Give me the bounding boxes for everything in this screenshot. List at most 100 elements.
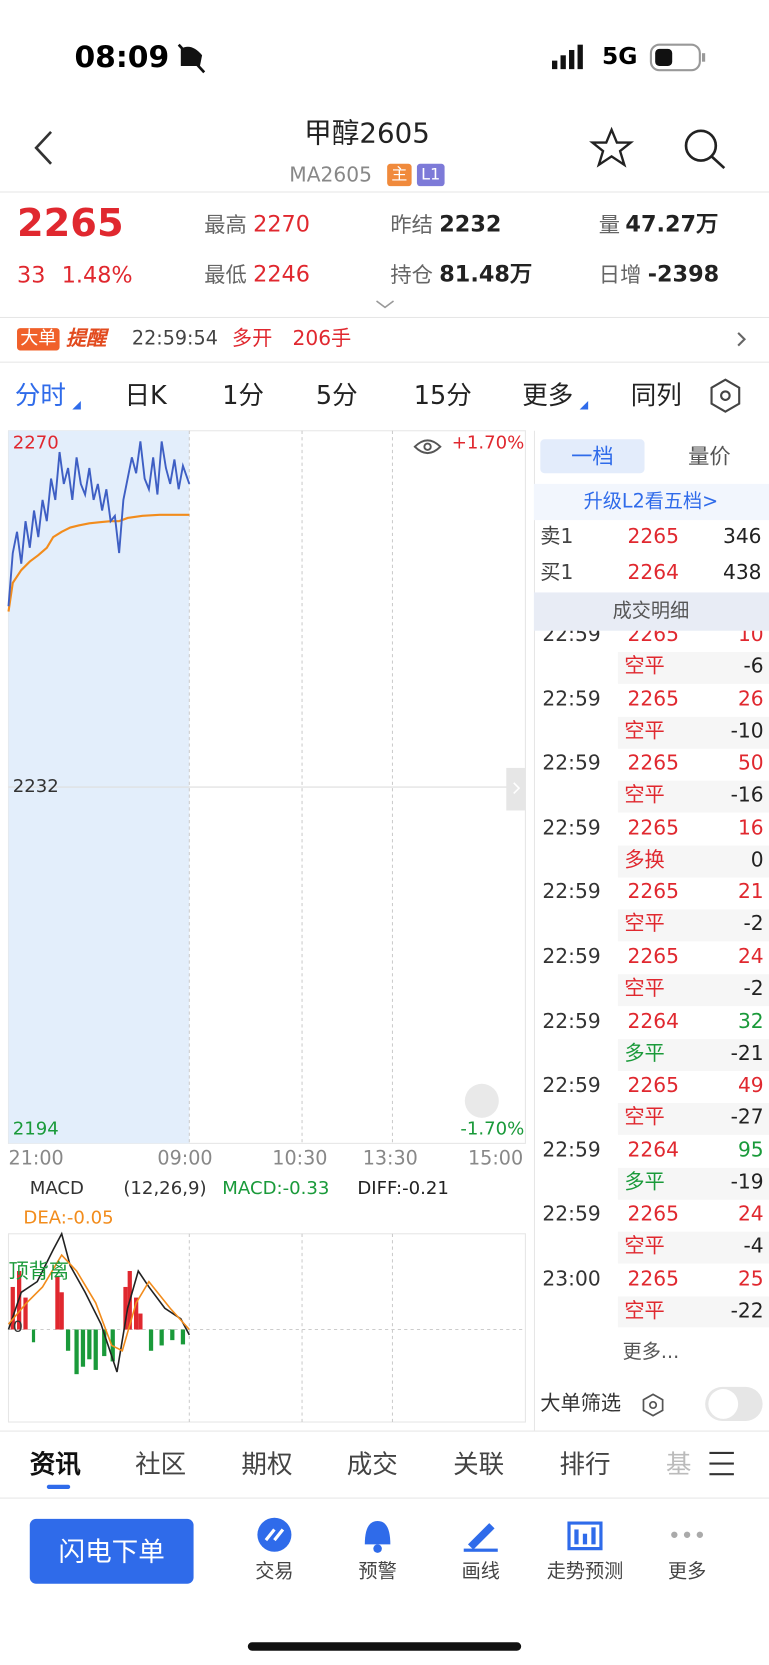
trade-volume: 95 [737,1138,764,1162]
trade-type: 空平 [624,976,665,1001]
title: 甲醇2605 [304,118,430,150]
field-value: 47.27万 [625,211,719,237]
field-label: 昨结 [390,211,433,238]
trade-price: 2265 [627,880,679,904]
trade-price: 2265 [627,687,679,711]
alert-action: 多开 [231,327,273,351]
trade-type: 空平 [624,1299,665,1323]
trade-volume: 32 [737,1009,764,1033]
trade-volume: 21 [737,880,764,904]
chart-tab[interactable]: 15分 [413,380,472,411]
pct-high: +1.70% [451,432,525,454]
trade-oi: -4 [743,1234,764,1259]
chart-tab[interactable]: 日K [124,380,167,411]
book-side: 卖1 [540,524,574,549]
trade-time: 22:59 [542,1202,601,1227]
tab-caret [72,400,81,410]
trade-row-bg [617,1167,769,1200]
field-value: 81.48万 [439,261,533,287]
order-button-label[interactable]: 闪电下单 [58,1536,165,1568]
trade-row-bg [617,1038,769,1071]
price-mid: 2232 [12,775,59,798]
bottom-tab[interactable]: 资讯 [29,1449,81,1480]
chart-tab[interactable]: 更多 [522,380,574,411]
toolbar-item[interactable]: 画线 [461,1560,500,1583]
settings-icon[interactable] [710,378,741,413]
field-label: 量 [598,211,621,238]
upgrade-bg [533,483,769,521]
alert-arrow[interactable] [737,332,747,347]
filter-icon[interactable] [642,1393,664,1417]
bottom-tab[interactable]: 关联 [453,1449,505,1480]
trade-row-bg [617,1232,769,1264]
trade-type: 空平 [624,1234,665,1259]
divider [0,1497,769,1499]
order-button[interactable] [29,1518,194,1584]
trade-price: 2265 [627,1202,679,1227]
price-low: 2194 [12,1118,59,1140]
more-link[interactable]: 更多... [622,1341,680,1364]
code: MA2605 [289,163,372,187]
badge: 主 [387,163,412,187]
bottom-tab[interactable]: 成交 [346,1449,398,1480]
trade-price: 2265 [627,1267,679,1291]
trade-time: 22:59 [542,816,601,840]
trade-oi: -2 [743,976,764,1001]
bottom-tab[interactable]: 基 [665,1449,692,1480]
field-value: 2232 [439,211,502,237]
star-icon[interactable] [589,126,635,168]
field-label: 日增 [598,261,642,288]
trade-price: 2265 [627,630,679,647]
trade-time: 22:59 [542,880,601,904]
trade-oi: -21 [730,1041,764,1065]
trade-row-bg [617,909,769,942]
trade-volume: 24 [737,945,764,969]
indicator-params: (12,26,9) [123,1177,207,1200]
section-title: 成交明细 [612,599,690,623]
trade-type: 多换 [624,848,665,872]
trade-time: 22:59 [542,1073,601,1098]
toolbar-item[interactable]: 预警 [358,1560,397,1583]
trade-type: 空平 [624,654,665,679]
toolbar-icons [257,1517,704,1553]
macd-value: MACD:-0.33 [222,1177,330,1200]
chart-tab[interactable]: 1分 [222,380,265,411]
field-value: 2246 [253,261,310,287]
trade-volume: 16 [737,816,764,840]
bottom-tab[interactable]: 社区 [135,1449,187,1480]
trade-time: 22:59 [542,1009,601,1033]
last-price: 2265 [17,202,124,246]
time-label: 13:30 [362,1147,418,1170]
alert-tag: 大单 [17,328,60,351]
alert-tag: 提醒 [65,327,107,351]
trade-oi: 0 [750,848,764,872]
trade-time: 22:59 [542,630,601,647]
pct-low: -1.70% [460,1118,525,1140]
toolbar-item[interactable]: 更多 [667,1560,707,1583]
book-tab: 量价 [688,443,731,470]
chart-tab[interactable]: 5分 [315,380,358,411]
field-value: 2270 [253,211,310,237]
change: 33 [17,262,46,288]
eye-icon[interactable] [413,439,442,455]
chart-tab[interactable]: 分时 [14,380,66,411]
trade-row-bg [617,780,769,813]
bottom-tab[interactable]: 期权 [241,1449,293,1480]
trade-type: 空平 [624,719,665,743]
bottom-tab[interactable]: 排行 [559,1449,611,1480]
trade-row-bg [617,974,769,1007]
toolbar-item[interactable]: 交易 [255,1560,294,1583]
alert-qty: 206手 [292,327,352,351]
back-icon[interactable] [34,130,53,165]
menu-icon[interactable] [709,1451,734,1476]
chart-tab[interactable]: 同列 [630,380,682,411]
search-icon[interactable] [684,129,726,170]
panel-divider [533,430,535,1431]
expand-icon[interactable] [376,300,395,309]
trade-price: 2264 [627,1138,679,1162]
book-price: 2264 [627,561,679,585]
toolbar-item[interactable]: 走势预测 [546,1560,624,1583]
trade-time: 23:00 [542,1267,601,1291]
